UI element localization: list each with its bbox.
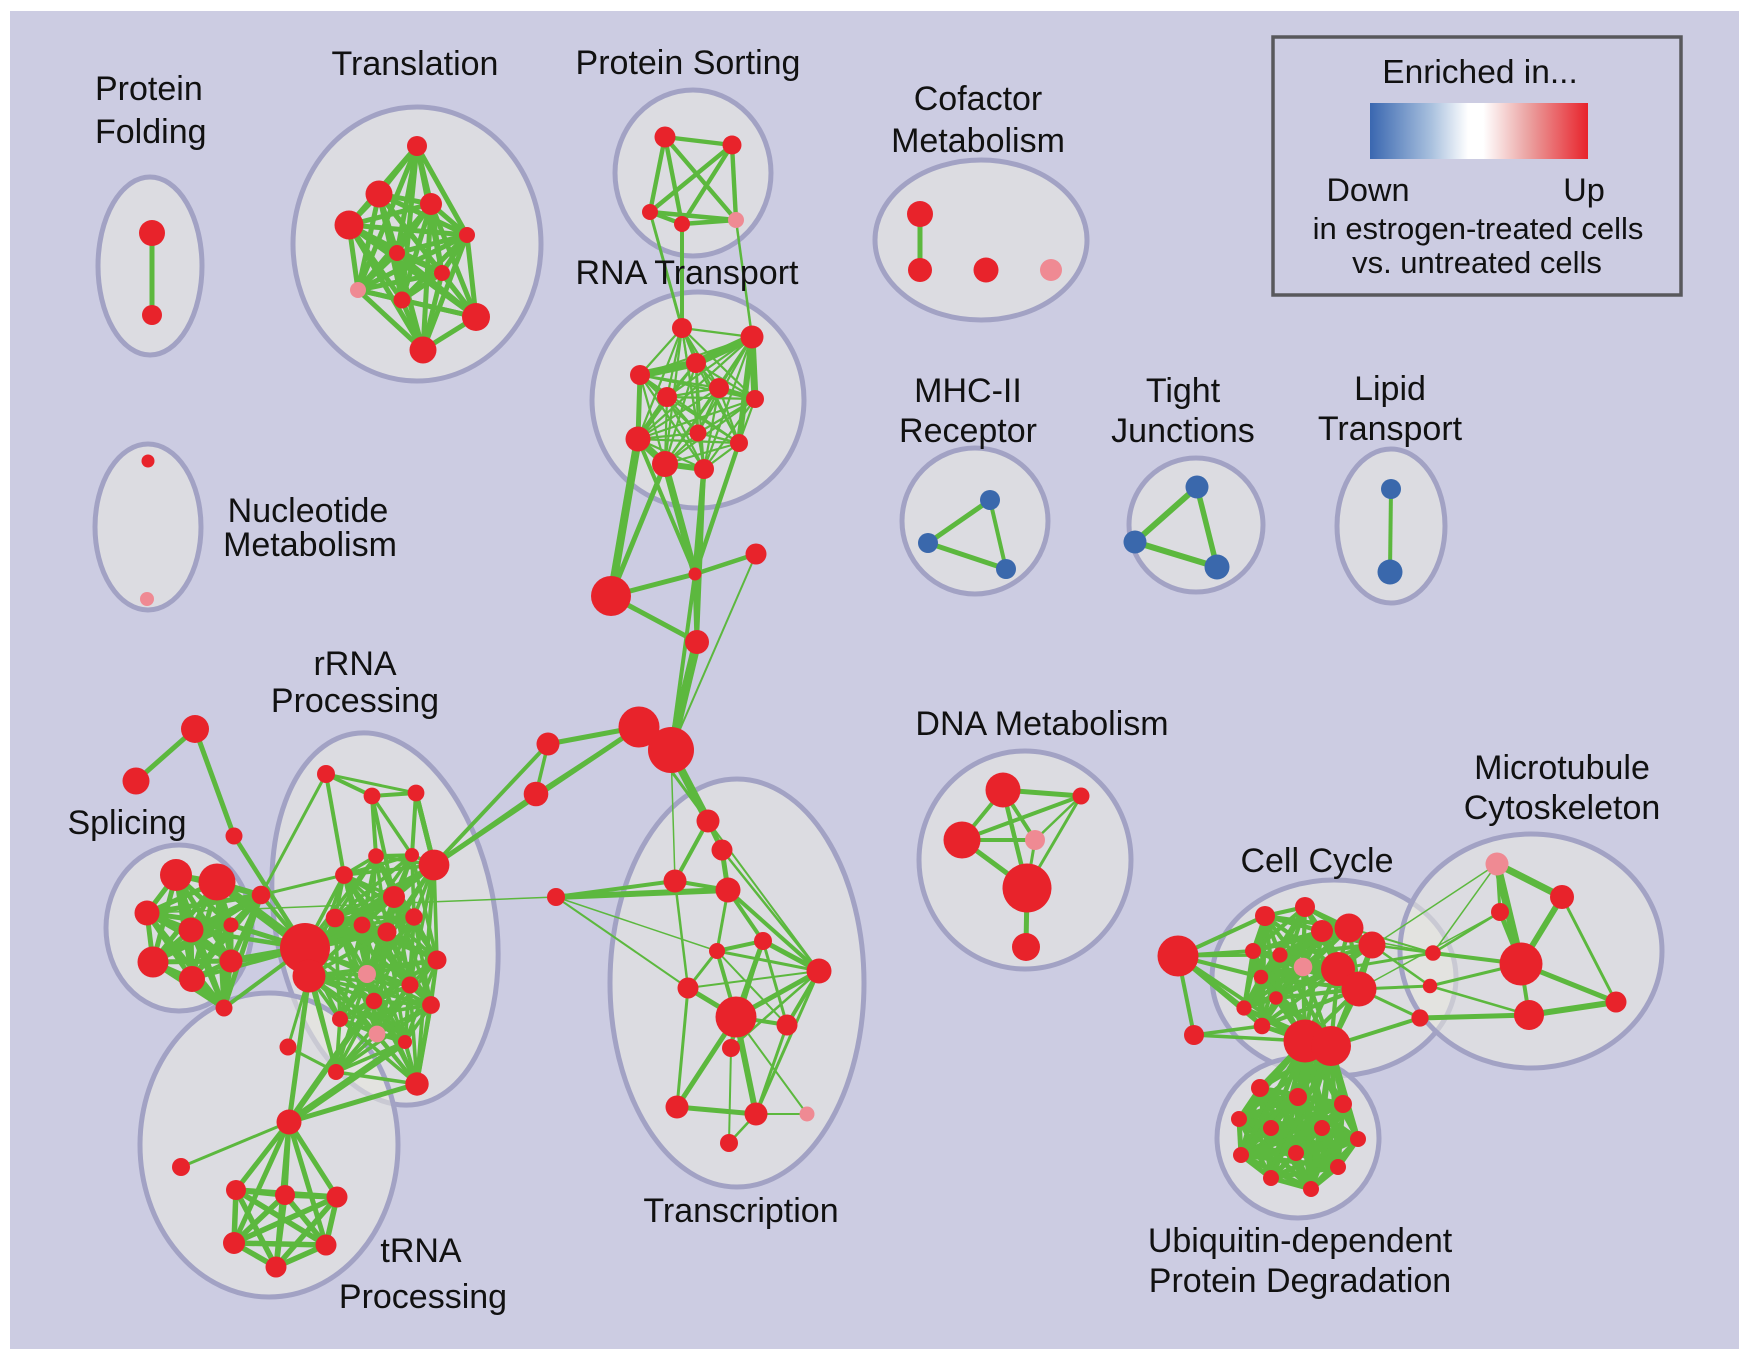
svg-text:in estrogen-treated cells: in estrogen-treated cells (1313, 211, 1644, 246)
svg-text:Protein Sorting: Protein Sorting (576, 44, 801, 82)
svg-text:Protein: Protein (95, 70, 203, 108)
svg-text:Folding: Folding (95, 113, 207, 151)
svg-text:Junctions: Junctions (1111, 412, 1255, 450)
svg-text:Enriched in...: Enriched in... (1382, 54, 1578, 91)
svg-text:Cofactor: Cofactor (914, 80, 1043, 118)
svg-text:Transport: Transport (1318, 410, 1463, 448)
svg-text:Metabolism: Metabolism (223, 526, 397, 564)
svg-text:RNA Transport: RNA Transport (576, 254, 800, 292)
svg-text:Up: Up (1563, 172, 1605, 208)
svg-text:Ubiquitin-dependent: Ubiquitin-dependent (1148, 1222, 1453, 1260)
svg-text:Lipid: Lipid (1354, 370, 1426, 408)
svg-text:Processing: Processing (339, 1278, 507, 1316)
svg-text:MHC-II: MHC-II (914, 372, 1022, 410)
svg-text:Splicing: Splicing (67, 804, 186, 842)
svg-text:Nucleotide: Nucleotide (228, 492, 389, 530)
svg-text:Processing: Processing (271, 682, 439, 720)
svg-text:DNA Metabolism: DNA Metabolism (915, 705, 1168, 743)
svg-text:Protein Degradation: Protein Degradation (1149, 1262, 1451, 1300)
svg-text:Tight: Tight (1146, 372, 1221, 410)
svg-text:Receptor: Receptor (899, 412, 1037, 450)
svg-text:Down: Down (1326, 172, 1409, 208)
svg-text:Metabolism: Metabolism (891, 122, 1065, 160)
svg-text:tRNA: tRNA (380, 1232, 462, 1270)
svg-text:Cytoskeleton: Cytoskeleton (1464, 789, 1661, 827)
svg-text:Cell Cycle: Cell Cycle (1240, 842, 1393, 880)
svg-text:Translation: Translation (332, 45, 499, 83)
svg-text:vs. untreated cells: vs. untreated cells (1352, 245, 1602, 280)
svg-text:rRNA: rRNA (313, 645, 396, 683)
svg-text:Transcription: Transcription (643, 1192, 838, 1230)
svg-text:Microtubule: Microtubule (1474, 749, 1650, 787)
